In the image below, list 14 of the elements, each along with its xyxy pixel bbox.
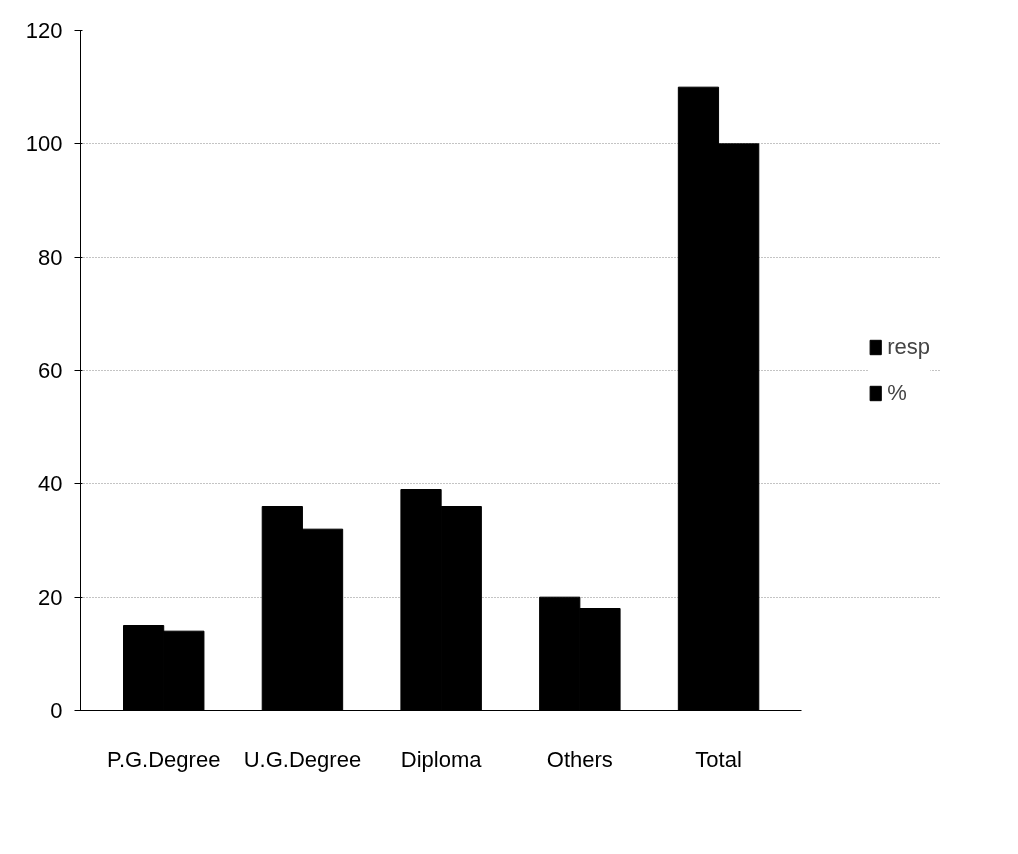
y-tick-label: 40 [38,471,63,497]
y-tick-label: 0 [50,698,63,723]
x-tick-label: U.G.Degree [243,746,362,772]
x-tick-label: Diploma [400,746,483,772]
y-tick-label: 20 [38,584,63,610]
y-tick-label: 100 [25,131,63,157]
legend-label: % [887,380,908,406]
x-tick-label: Total [695,746,742,772]
x-tick-label: P.G.Degree [107,746,221,772]
legend-label: resp [887,334,930,360]
y-tick-label: 60 [38,358,63,383]
x-tick-label: Others [546,746,613,772]
y-tick-label: 120 [25,18,63,43]
y-tick-label: 80 [38,244,63,270]
